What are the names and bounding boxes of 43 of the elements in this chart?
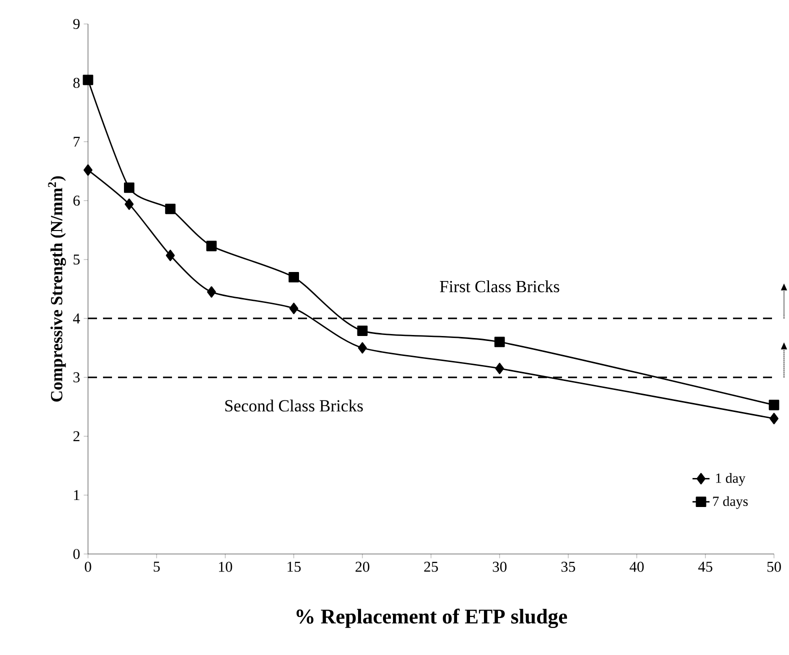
x-tick-label: 50 xyxy=(767,562,781,572)
annotation: First Class Bricks xyxy=(440,280,560,292)
legend-label: 7 days xyxy=(713,496,748,509)
point xyxy=(357,326,368,336)
point xyxy=(166,250,175,262)
y-tick-label: 8 xyxy=(73,78,80,88)
x-tick-label: 5 xyxy=(154,562,160,572)
x-tick-label: 30 xyxy=(492,562,507,572)
y-tick-label: 0 xyxy=(73,548,80,560)
point xyxy=(768,400,780,410)
point xyxy=(207,286,216,298)
x-axis-title: % Replacement of ETP sludge xyxy=(296,608,568,628)
y-tick-label: 9 xyxy=(73,18,80,29)
y-tick-label: 6 xyxy=(73,196,80,206)
x-tick-label: 15 xyxy=(288,562,301,572)
y-tick-label: 4 xyxy=(73,314,80,324)
point xyxy=(124,182,134,193)
x-tick-label: 40 xyxy=(630,562,644,572)
y-tick-label: 5 xyxy=(74,254,80,264)
point xyxy=(82,74,94,86)
point xyxy=(206,240,217,252)
y-tick-label: 1 xyxy=(74,490,80,500)
x-tick-label: 35 xyxy=(561,562,576,572)
legend-label: 1 day xyxy=(716,473,746,486)
annotation: Second Class Bricks xyxy=(225,400,363,412)
x-tick-label: 10 xyxy=(219,562,232,572)
point xyxy=(770,412,778,424)
x-tick-label: 25 xyxy=(424,562,438,572)
y-tick-label: 3 xyxy=(73,372,80,382)
x-tick-label: 45 xyxy=(698,562,712,572)
point xyxy=(288,272,300,282)
x-tick-label: 20 xyxy=(356,562,370,572)
x-tick-label: 0 xyxy=(84,562,92,572)
point xyxy=(165,204,176,214)
y-tick-label: 7 xyxy=(74,136,80,147)
point xyxy=(358,342,367,354)
point xyxy=(494,336,505,348)
y-tick-label: 2 xyxy=(73,431,80,442)
point xyxy=(124,198,134,210)
point xyxy=(495,362,504,374)
point xyxy=(289,302,298,314)
point xyxy=(84,164,92,176)
y-axis-title: Compressive Strength (N/mm$^{2}$) xyxy=(48,176,66,402)
